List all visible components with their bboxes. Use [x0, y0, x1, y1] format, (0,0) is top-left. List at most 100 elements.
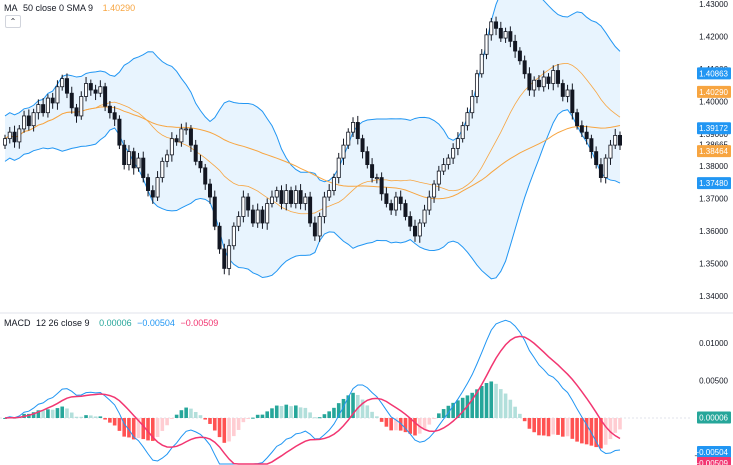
candle-body: [136, 157, 141, 169]
macd-histogram-bar: [212, 418, 217, 431]
candle-body: [298, 190, 303, 204]
macd-histogram-bar: [603, 418, 608, 445]
macd-histogram-bar: [46, 409, 50, 418]
macd-histogram-bar: [389, 418, 393, 431]
candle-body: [598, 164, 603, 178]
macd-histogram-bar: [122, 418, 126, 437]
macd-histogram-bar: [260, 414, 265, 418]
macd-histogram-bar: [456, 400, 460, 418]
macd-histogram-bar: [170, 418, 174, 419]
macd-histogram-bar: [532, 418, 536, 433]
macd-histogram-bar: [484, 383, 489, 418]
bollinger-basis-line: [4, 62, 621, 215]
macd-histogram-bar: [346, 395, 351, 418]
candle-body: [69, 92, 74, 109]
macd-histogram-bar: [179, 410, 184, 418]
candle-body: [389, 203, 394, 211]
macd-histogram-bar: [341, 398, 346, 418]
ma-legend[interactable]: MA 50 close 0 SMA 9 1.40290: [4, 3, 138, 13]
price-label-box: [697, 67, 731, 80]
candle-body: [269, 196, 274, 204]
candle-body: [432, 183, 437, 198]
candle-body: [470, 96, 475, 114]
candle-body: [36, 104, 41, 114]
candle-body: [527, 73, 532, 91]
macd-histogram-bar: [527, 418, 532, 429]
macd-histogram-bar: [108, 418, 112, 423]
candle-body: [460, 125, 465, 140]
macd-histogram-bar: [503, 393, 508, 418]
macd-histogram-bar: [379, 418, 384, 422]
price-tick-label: 1.39000: [699, 130, 728, 139]
macd-histogram-bar: [432, 418, 436, 419]
candle-body: [489, 21, 494, 36]
macd-histogram-bar: [279, 406, 284, 418]
macd-histogram-bar: [608, 418, 613, 440]
macd-histogram-bar: [251, 417, 255, 419]
macd-histogram-bar: [594, 418, 598, 448]
macd-histogram-bar: [165, 418, 169, 426]
candle-body: [241, 196, 246, 217]
macd-histogram-bar: [494, 383, 498, 418]
macd-histogram-bar: [50, 409, 55, 418]
candle-body: [594, 151, 599, 166]
candle-body: [17, 128, 22, 143]
price-label-box: [697, 85, 731, 98]
chevron-up-icon[interactable]: ⌃: [5, 15, 21, 28]
macd-histogram-bar: [236, 418, 241, 430]
bollinger-band-fill: [5, 0, 620, 279]
macd-histogram-bar: [150, 418, 155, 441]
macd-line: [4, 319, 621, 465]
candle-body: [155, 177, 160, 198]
macd-histogram-bar: [398, 418, 403, 431]
macd-histogram-bar: [255, 414, 260, 418]
macd-histogram-bar: [384, 418, 389, 427]
candle-body: [84, 83, 89, 97]
macd-histogram-bar: [246, 418, 250, 419]
candle-body: [193, 144, 198, 162]
macd-legend-histogram: 0.00006: [99, 318, 132, 328]
macd-histogram-bar: [227, 418, 231, 442]
candle-body: [336, 157, 341, 178]
price-label-text: 1.38464: [699, 147, 728, 156]
macd-legend[interactable]: MACD 12 26 close 9 0.00006 −0.00504 −0.0…: [4, 318, 221, 328]
macd-value-label-text: −0.00504: [694, 448, 728, 457]
candle-body: [31, 112, 36, 127]
macd-histogram-bar: [451, 402, 455, 418]
candle-body: [503, 31, 508, 39]
macd-tick-label: 0.00500: [699, 377, 728, 386]
macd-histogram-bar: [489, 381, 494, 418]
macd-histogram-bar: [98, 416, 103, 418]
macd-histogram-bar: [289, 406, 293, 418]
candle-body: [384, 193, 389, 204]
price-label-text: 1.39172: [699, 124, 728, 133]
candle-body: [284, 190, 289, 204]
candle-body: [451, 147, 456, 159]
candle-body: [64, 78, 69, 94]
candle-body: [60, 78, 65, 88]
ma-legend-params: 50 close 0 SMA 9: [23, 3, 94, 13]
candle-body: [498, 27, 503, 39]
macd-histogram-bar: [518, 413, 522, 418]
candle-body: [365, 151, 370, 166]
candle-body: [374, 177, 379, 179]
candle-body: [408, 216, 413, 227]
macd-histogram-bar: [69, 412, 74, 418]
macd-histogram-bar: [198, 415, 203, 418]
candle-body: [465, 112, 470, 127]
macd-histogram-bar: [74, 416, 79, 418]
candle-body: [393, 196, 398, 211]
candle-body: [532, 79, 537, 91]
candle-body: [103, 86, 108, 107]
macd-histogram-bar: [475, 389, 479, 418]
candle-body: [179, 128, 184, 143]
ma-legend-name: MA: [4, 3, 18, 13]
candle-body: [169, 138, 174, 156]
macd-histogram-bar: [127, 418, 131, 438]
candle-body: [141, 157, 146, 178]
macd-histogram-bar: [479, 385, 484, 418]
candle-body: [289, 190, 294, 204]
candle-body: [236, 216, 241, 227]
price-label-text: 1.37480: [699, 179, 728, 188]
